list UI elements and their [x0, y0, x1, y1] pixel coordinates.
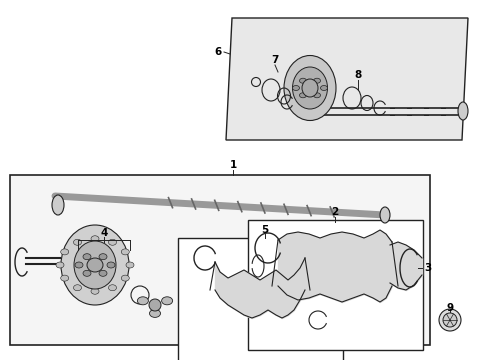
Ellipse shape: [91, 288, 99, 294]
Ellipse shape: [149, 309, 161, 318]
Ellipse shape: [439, 309, 461, 331]
Ellipse shape: [61, 275, 69, 281]
Ellipse shape: [83, 270, 91, 276]
Ellipse shape: [302, 79, 318, 97]
Ellipse shape: [74, 241, 116, 289]
Ellipse shape: [56, 262, 64, 268]
Ellipse shape: [61, 249, 69, 255]
Ellipse shape: [107, 262, 115, 268]
Text: 3: 3: [424, 263, 432, 273]
Ellipse shape: [75, 262, 83, 268]
Ellipse shape: [108, 239, 117, 245]
Ellipse shape: [162, 297, 172, 305]
Ellipse shape: [284, 55, 336, 121]
Bar: [10, 175, 430, 345]
Ellipse shape: [149, 299, 161, 311]
Ellipse shape: [74, 239, 81, 245]
Ellipse shape: [137, 297, 148, 305]
Ellipse shape: [458, 102, 468, 120]
Ellipse shape: [99, 270, 107, 276]
Bar: [248, 220, 423, 350]
Ellipse shape: [99, 254, 107, 260]
Ellipse shape: [380, 207, 390, 223]
Text: 8: 8: [354, 70, 362, 80]
Ellipse shape: [443, 313, 457, 327]
Text: 7: 7: [271, 55, 279, 65]
Ellipse shape: [61, 225, 129, 305]
Ellipse shape: [122, 275, 129, 281]
Text: 2: 2: [331, 207, 339, 217]
Text: 4: 4: [100, 228, 108, 238]
Ellipse shape: [293, 85, 299, 90]
Ellipse shape: [74, 285, 81, 291]
Ellipse shape: [314, 93, 320, 98]
Ellipse shape: [52, 195, 64, 215]
Ellipse shape: [320, 85, 327, 90]
Ellipse shape: [87, 258, 103, 272]
Ellipse shape: [126, 262, 134, 268]
Ellipse shape: [122, 249, 129, 255]
Text: 9: 9: [446, 303, 454, 313]
Ellipse shape: [314, 78, 320, 83]
Ellipse shape: [108, 285, 117, 291]
Text: 6: 6: [215, 47, 221, 57]
Ellipse shape: [293, 67, 327, 109]
Polygon shape: [226, 18, 468, 140]
Bar: [178, 238, 343, 360]
Text: 5: 5: [261, 225, 269, 235]
Ellipse shape: [91, 236, 99, 242]
Ellipse shape: [299, 78, 307, 83]
Ellipse shape: [83, 254, 91, 260]
Text: 1: 1: [229, 160, 237, 170]
Ellipse shape: [299, 93, 307, 98]
